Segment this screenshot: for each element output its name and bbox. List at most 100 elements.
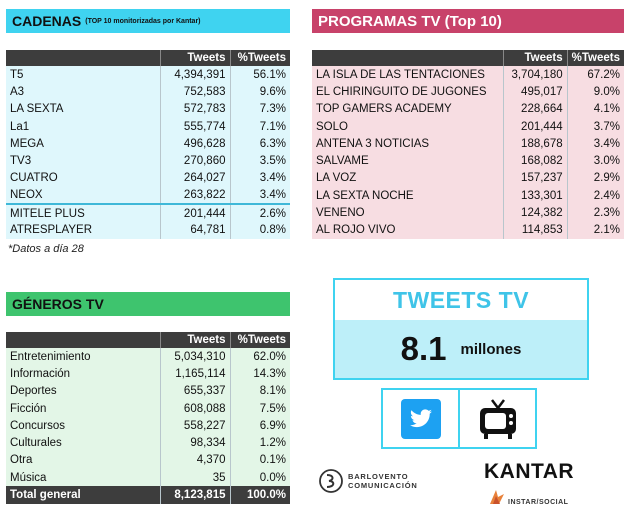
barlovento-logo: BARLOVENTO COMUNICACIÓN	[318, 468, 418, 494]
table-row: CUATRO 264,027 3.4%	[6, 169, 290, 188]
row-pct: 3.0%	[567, 152, 624, 170]
table-row: MEGA 496,628 6.3%	[6, 135, 290, 153]
barlovento-line1: BARLOVENTO	[348, 472, 409, 481]
tweets-tv-unit: millones	[460, 340, 522, 358]
tv-icon	[479, 398, 516, 439]
table-row: LA VOZ 157,237 2.9%	[312, 169, 624, 188]
row-tweets: 1,165,114	[160, 365, 231, 383]
table-row: Concursos 558,227 6.9%	[6, 417, 290, 435]
row-pct: 3.7%	[567, 117, 624, 136]
row-tweets: 4,394,391	[160, 66, 231, 84]
programas-title: PROGRAMAS TV (Top 10)	[318, 12, 502, 30]
column-header-pct: %Tweets	[567, 50, 624, 66]
table-row: TV3 270,860 3.5%	[6, 152, 290, 170]
column-header-pct: %Tweets	[230, 332, 290, 348]
barlovento-emblem-icon	[319, 469, 343, 493]
tweets-tv-title: TWEETS TV	[392, 286, 530, 313]
total-pct: 100.0%	[230, 486, 290, 504]
row-tweets: 64,781	[160, 221, 231, 239]
total-label: Total general	[6, 486, 161, 504]
column-header-pct: %Tweets	[230, 50, 290, 66]
total-row: Total general 8,123,815 100.0%	[6, 486, 290, 504]
row-tweets: 608,088	[160, 399, 231, 418]
table-row: Culturales 98,334 1.2%	[6, 434, 290, 452]
table-row: Ficción 608,088 7.5%	[6, 399, 290, 418]
table-row: LA SEXTA NOCHE 133,301 2.4%	[312, 187, 624, 205]
barlovento-text: BARLOVENTO COMUNICACIÓN	[348, 472, 418, 490]
row-pct: 3.4%	[230, 169, 290, 188]
row-pct: 2.3%	[567, 204, 624, 222]
row-tweets: 4,370	[160, 451, 231, 470]
column-header-name	[6, 332, 161, 348]
row-name: SOLO	[312, 117, 504, 136]
row-tweets: 35	[160, 469, 231, 487]
row-pct: 1.2%	[230, 434, 290, 452]
row-tweets: 5,034,310	[160, 348, 231, 366]
row-name: TV3	[6, 152, 161, 170]
row-name: T5	[6, 66, 161, 84]
tweets-tv-value: 8.1	[400, 330, 447, 367]
row-pct: 6.9%	[230, 417, 290, 435]
row-tweets: 270,860	[160, 152, 231, 170]
generos-title: GÉNEROS TV	[12, 296, 104, 312]
table-header-row: Tweets %Tweets	[6, 332, 290, 348]
row-name: Música	[6, 469, 161, 487]
row-tweets: 168,082	[503, 152, 568, 170]
row-pct: 2.6%	[230, 203, 290, 222]
row-pct: 0.8%	[230, 221, 290, 239]
row-tweets: 655,337	[160, 382, 231, 400]
row-name: Culturales	[6, 434, 161, 452]
row-name: Deportes	[6, 382, 161, 400]
table-row: MITELE PLUS 201,444 2.6%	[6, 203, 290, 222]
table-row: Información 1,165,114 14.3%	[6, 365, 290, 383]
row-name: LA ISLA DE LAS TENTACIONES	[312, 66, 504, 84]
twitter-icon-cell	[383, 390, 458, 447]
row-tweets: 263,822	[160, 187, 231, 205]
icons-box	[381, 388, 537, 449]
row-tweets: 752,583	[160, 83, 231, 101]
instar-logo: INSTAR/SOCIAL	[488, 488, 568, 506]
column-header-tweets: Tweets	[160, 50, 231, 66]
table-row: LA SEXTA 572,783 7.3%	[6, 100, 290, 118]
table-row: SOLO 201,444 3.7%	[312, 117, 624, 136]
cadenas-title: CADENAS	[12, 13, 82, 29]
row-tweets: 98,334	[160, 434, 231, 452]
table-header-row: Tweets %Tweets	[6, 50, 290, 66]
row-pct: 56.1%	[230, 66, 290, 84]
row-pct: 9.6%	[230, 83, 290, 101]
row-name: MEGA	[6, 135, 161, 153]
table-row: Entretenimiento 5,034,310 62.0%	[6, 348, 290, 366]
row-pct: 67.2%	[567, 66, 624, 84]
row-tweets: 572,783	[160, 100, 231, 118]
row-name: Entretenimiento	[6, 348, 161, 366]
column-header-name	[6, 50, 161, 66]
row-pct: 14.3%	[230, 365, 290, 383]
row-name: EL CHIRINGUITO DE JUGONES	[312, 83, 504, 101]
row-name: ANTENA 3 NOTICIAS	[312, 135, 504, 153]
row-pct: 2.9%	[567, 169, 624, 188]
row-pct: 7.3%	[230, 100, 290, 118]
table-row: VENENO 124,382 2.3%	[312, 204, 624, 222]
row-name: CUATRO	[6, 169, 161, 188]
row-tweets: 188,678	[503, 135, 568, 153]
tweets-tv-value-row: 8.1 millones	[335, 320, 587, 378]
row-name: La1	[6, 117, 161, 136]
row-tweets: 558,227	[160, 417, 231, 435]
cadenas-subtitle: (TOP 10 monitorizadas por Kantar)	[85, 17, 201, 25]
programas-table: Tweets %Tweets LA ISLA DE LAS TENTACIONE…	[312, 50, 624, 239]
row-pct: 3.5%	[230, 152, 290, 170]
row-pct: 2.4%	[567, 187, 624, 205]
row-pct: 0.1%	[230, 451, 290, 470]
row-tweets: 124,382	[503, 204, 568, 222]
row-tweets: 133,301	[503, 187, 568, 205]
table-header-row: Tweets %Tweets	[312, 50, 624, 66]
row-name: NEOX	[6, 187, 161, 205]
row-pct: 6.3%	[230, 135, 290, 153]
row-tweets: 157,237	[503, 169, 568, 188]
table-row: Música 35 0.0%	[6, 469, 290, 487]
row-name: ATRESPLAYER	[6, 221, 161, 239]
table-row: Deportes 655,337 8.1%	[6, 382, 290, 400]
row-pct: 7.5%	[230, 399, 290, 418]
generos-table: Tweets %Tweets Entretenimiento 5,034,310 6…	[6, 332, 290, 504]
programas-header: PROGRAMAS TV (Top 10)	[312, 9, 624, 33]
